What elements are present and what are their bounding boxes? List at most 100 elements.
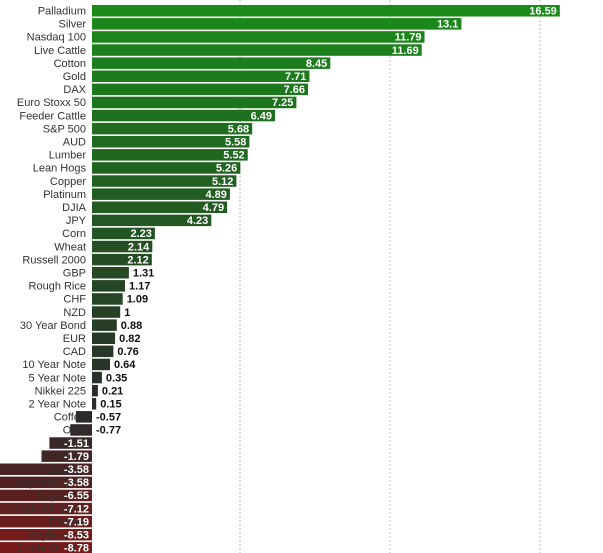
bar [92, 280, 125, 292]
category-label: 2 Year Note [29, 399, 87, 411]
category-label: Cotton [54, 58, 86, 70]
bar [75, 411, 92, 423]
bar [92, 293, 123, 305]
value-label: 5.68 [228, 123, 249, 135]
value-label: 11.79 [395, 32, 422, 44]
value-label: 7.66 [284, 84, 305, 96]
category-label: EUR [63, 333, 86, 345]
value-label: 0.82 [119, 333, 140, 345]
bar [92, 253, 152, 266]
category-label: 10 Year Note [22, 359, 86, 371]
bar [0, 529, 92, 541]
bar [92, 96, 297, 109]
value-label: 1.31 [133, 268, 154, 280]
category-label: DJIA [62, 202, 87, 214]
bar [92, 319, 117, 331]
bar [92, 70, 310, 82]
value-label: 0.21 [102, 385, 123, 397]
category-label: Soybean oil [29, 530, 87, 542]
bar [92, 149, 248, 161]
value-label: 4.89 [205, 189, 226, 201]
bar [0, 502, 92, 515]
category-label: Coffee [54, 412, 86, 424]
bar [92, 384, 98, 397]
value-labels: 16.5913.111.7911.698.457.717.667.256.495… [64, 6, 557, 553]
category-label: Soybeans [37, 490, 86, 502]
value-label: 0.35 [106, 372, 127, 384]
value-label: -7.19 [64, 516, 89, 528]
category-label: Ethanol [49, 516, 86, 528]
value-label: -0.77 [96, 425, 121, 437]
category-label: Russell 2000 [22, 254, 86, 266]
category-label: Cocoa [54, 438, 87, 450]
value-label: 5.58 [225, 137, 246, 149]
value-label: 2.14 [128, 241, 150, 253]
bar [92, 227, 155, 240]
category-label: Rough Rice [29, 281, 86, 293]
value-label: 16.59 [529, 6, 557, 18]
value-label: -3.58 [64, 477, 89, 489]
category-label: Nasdaq 100 [27, 32, 86, 44]
category-label: Wheat [54, 241, 86, 253]
category-label: Canola [51, 464, 87, 476]
category-label: Silver [58, 19, 86, 31]
bar [92, 31, 425, 43]
category-label: 30 Year Bond [20, 320, 86, 332]
bar [92, 5, 560, 17]
bar [92, 109, 275, 122]
bar [92, 175, 237, 187]
category-label: Oats [63, 425, 87, 437]
category-label: CAD [63, 346, 86, 358]
value-label: -6.55 [64, 490, 89, 502]
value-label: 7.71 [285, 71, 306, 83]
bar [92, 267, 129, 279]
value-label: 4.23 [187, 215, 208, 227]
category-label: JPY [66, 215, 87, 227]
bar [0, 515, 92, 528]
bar [92, 18, 462, 30]
value-label: 2.12 [127, 254, 148, 266]
bar [70, 424, 92, 436]
bar [92, 358, 110, 371]
value-label: -1.79 [64, 451, 89, 463]
value-label: 5.12 [212, 176, 233, 188]
category-label: Gold [63, 71, 86, 83]
value-label: -3.58 [64, 464, 89, 476]
bar [92, 83, 308, 96]
category-label: Soybean Meal [16, 477, 86, 489]
value-label: -8.78 [64, 543, 89, 553]
category-label: Corn [62, 228, 86, 240]
bar [92, 398, 97, 410]
category-label: S&P 500 [43, 123, 86, 135]
bar [0, 463, 92, 475]
category-label: AUD [63, 137, 86, 149]
category-label: GBP [63, 268, 86, 280]
category-label: Lumber [49, 150, 87, 162]
category-label: Copper [50, 176, 86, 188]
category-label: Crude Oil Brent [10, 503, 86, 515]
category-label: Live Cattle [34, 45, 86, 57]
value-label: 0.64 [114, 359, 136, 371]
bar [92, 188, 230, 200]
value-label: -7.12 [64, 503, 89, 515]
value-label: -8.53 [64, 530, 89, 542]
category-label: Platinum [43, 189, 86, 201]
value-label: 1.09 [127, 294, 148, 306]
bar [92, 122, 253, 135]
bar [92, 240, 153, 253]
category-label: USD [63, 451, 86, 463]
bar [41, 450, 92, 462]
bar [92, 201, 228, 213]
value-label: -1.51 [64, 438, 89, 450]
bar [0, 476, 92, 489]
bars [0, 5, 560, 553]
value-label: 2.23 [130, 228, 151, 240]
value-label: 1.17 [129, 281, 150, 293]
bar [0, 542, 92, 553]
value-label: 4.79 [203, 202, 224, 214]
category-label: Crude Oil WTI [16, 543, 86, 553]
bar [92, 136, 250, 148]
bar [92, 57, 331, 69]
